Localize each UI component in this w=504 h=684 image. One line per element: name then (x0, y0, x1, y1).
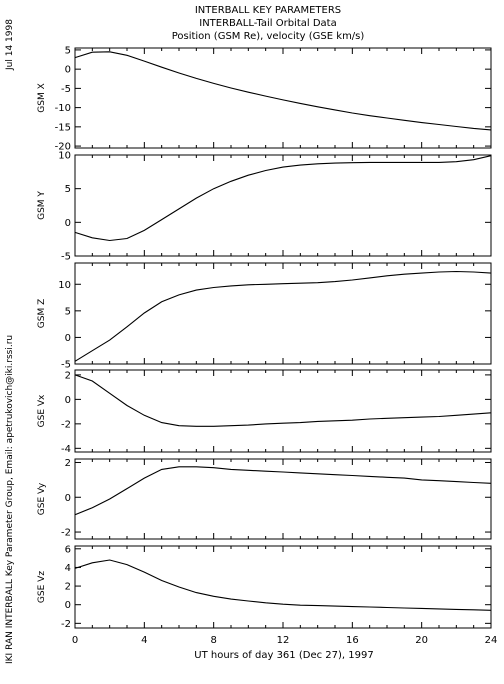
title-line-3: Position (GSM Re), velocity (GSE km/s) (172, 31, 365, 42)
y-tick-label: 2 (65, 582, 71, 593)
y-tick-label: 0 (65, 218, 71, 229)
series-line-gse-vz (74, 559, 492, 611)
y-tick-label: 10 (58, 151, 71, 162)
x-tick-label: 0 (72, 635, 78, 646)
x-tick-label: 4 (141, 635, 147, 646)
panel-frame-gse-vz (74, 545, 492, 629)
panel-gse-vy: 2 0 -2 GSE Vy (37, 458, 492, 540)
y-tick-label: -5 (61, 252, 71, 263)
panel-frame-gsm-x (74, 47, 492, 149)
x-tick-label: 8 (210, 635, 216, 646)
x-tick-label: 12 (277, 635, 290, 646)
y-tick-label: 10 (58, 280, 71, 291)
y-tick-label: -2 (61, 419, 71, 430)
panel-gsm-z: 10 5 0 -5 GSM Z (37, 262, 492, 371)
y-tick-label: -10 (55, 103, 71, 114)
y-axis-label-gse-vz: GSE Vz (37, 571, 47, 603)
y-tick-label: 0 (65, 395, 71, 406)
y-tick-label: -15 (55, 122, 71, 133)
y-axis-label-gsm-z: GSM Z (37, 299, 47, 328)
x-tick-label: 16 (346, 635, 359, 646)
series-line-gsm-y (74, 155, 492, 242)
x-axis-label: UT hours of day 361 (Dec 27), 1997 (194, 650, 373, 661)
y-axis-label-gsm-y: GSM Y (37, 191, 47, 220)
y-axis-label-gse-vx: GSE Vx (37, 394, 47, 427)
title-line-1: INTERBALL KEY PARAMETERS (195, 5, 341, 16)
y-tick-label: -2 (61, 528, 71, 539)
y-tick-label: 5 (65, 45, 71, 56)
date-stamp: Jul 14 1998 (5, 19, 15, 71)
panel-gse-vz: 6 4 2 0 -2 GSE Vz (37, 544, 492, 630)
panel-gsm-y: 10 5 0 -5 GSM Y (37, 151, 492, 263)
y-tick-label: 0 (65, 65, 71, 76)
x-tick-label: 24 (485, 635, 498, 646)
panel-gse-vx: 2 0 -2 -4 GSE Vx (37, 369, 492, 455)
y-tick-label: 6 (65, 544, 71, 555)
series-line-gse-vy (74, 466, 492, 516)
y-tick-label: 2 (65, 370, 71, 381)
series-line-gsm-x (74, 51, 492, 131)
y-tick-label: 0 (65, 493, 71, 504)
series-line-gse-vx (74, 374, 492, 427)
series-line-gsm-z (74, 270, 492, 362)
panel-frame-gse-vy (74, 458, 492, 540)
panel-gsm-x: 5 0 -5 -10 -15 -20 GSM X (37, 45, 492, 153)
x-tick-label: 20 (415, 635, 428, 646)
y-tick-label: 4 (65, 563, 71, 574)
y-axis-label-gse-vy: GSE Vy (37, 482, 47, 515)
y-tick-label: -2 (61, 619, 71, 630)
y-tick-label: 2 (65, 458, 71, 469)
y-axis-label-gsm-x: GSM X (37, 83, 47, 112)
panel-frame-gsm-z (74, 262, 492, 365)
y-tick-label: -20 (55, 142, 71, 153)
credit-text: IKI RAN INTERBALL Key Parameter Group, E… (5, 335, 15, 664)
title-line-2: INTERBALL-Tail Orbital Data (199, 18, 336, 29)
y-tick-label: 5 (65, 306, 71, 317)
y-tick-label: 0 (65, 333, 71, 344)
y-tick-label: -5 (61, 360, 71, 371)
y-tick-label: 0 (65, 600, 71, 611)
panel-frame-gsm-y (74, 154, 492, 257)
y-tick-label: -5 (61, 84, 71, 95)
y-tick-label: -4 (61, 444, 71, 455)
y-tick-label: 5 (65, 184, 71, 195)
